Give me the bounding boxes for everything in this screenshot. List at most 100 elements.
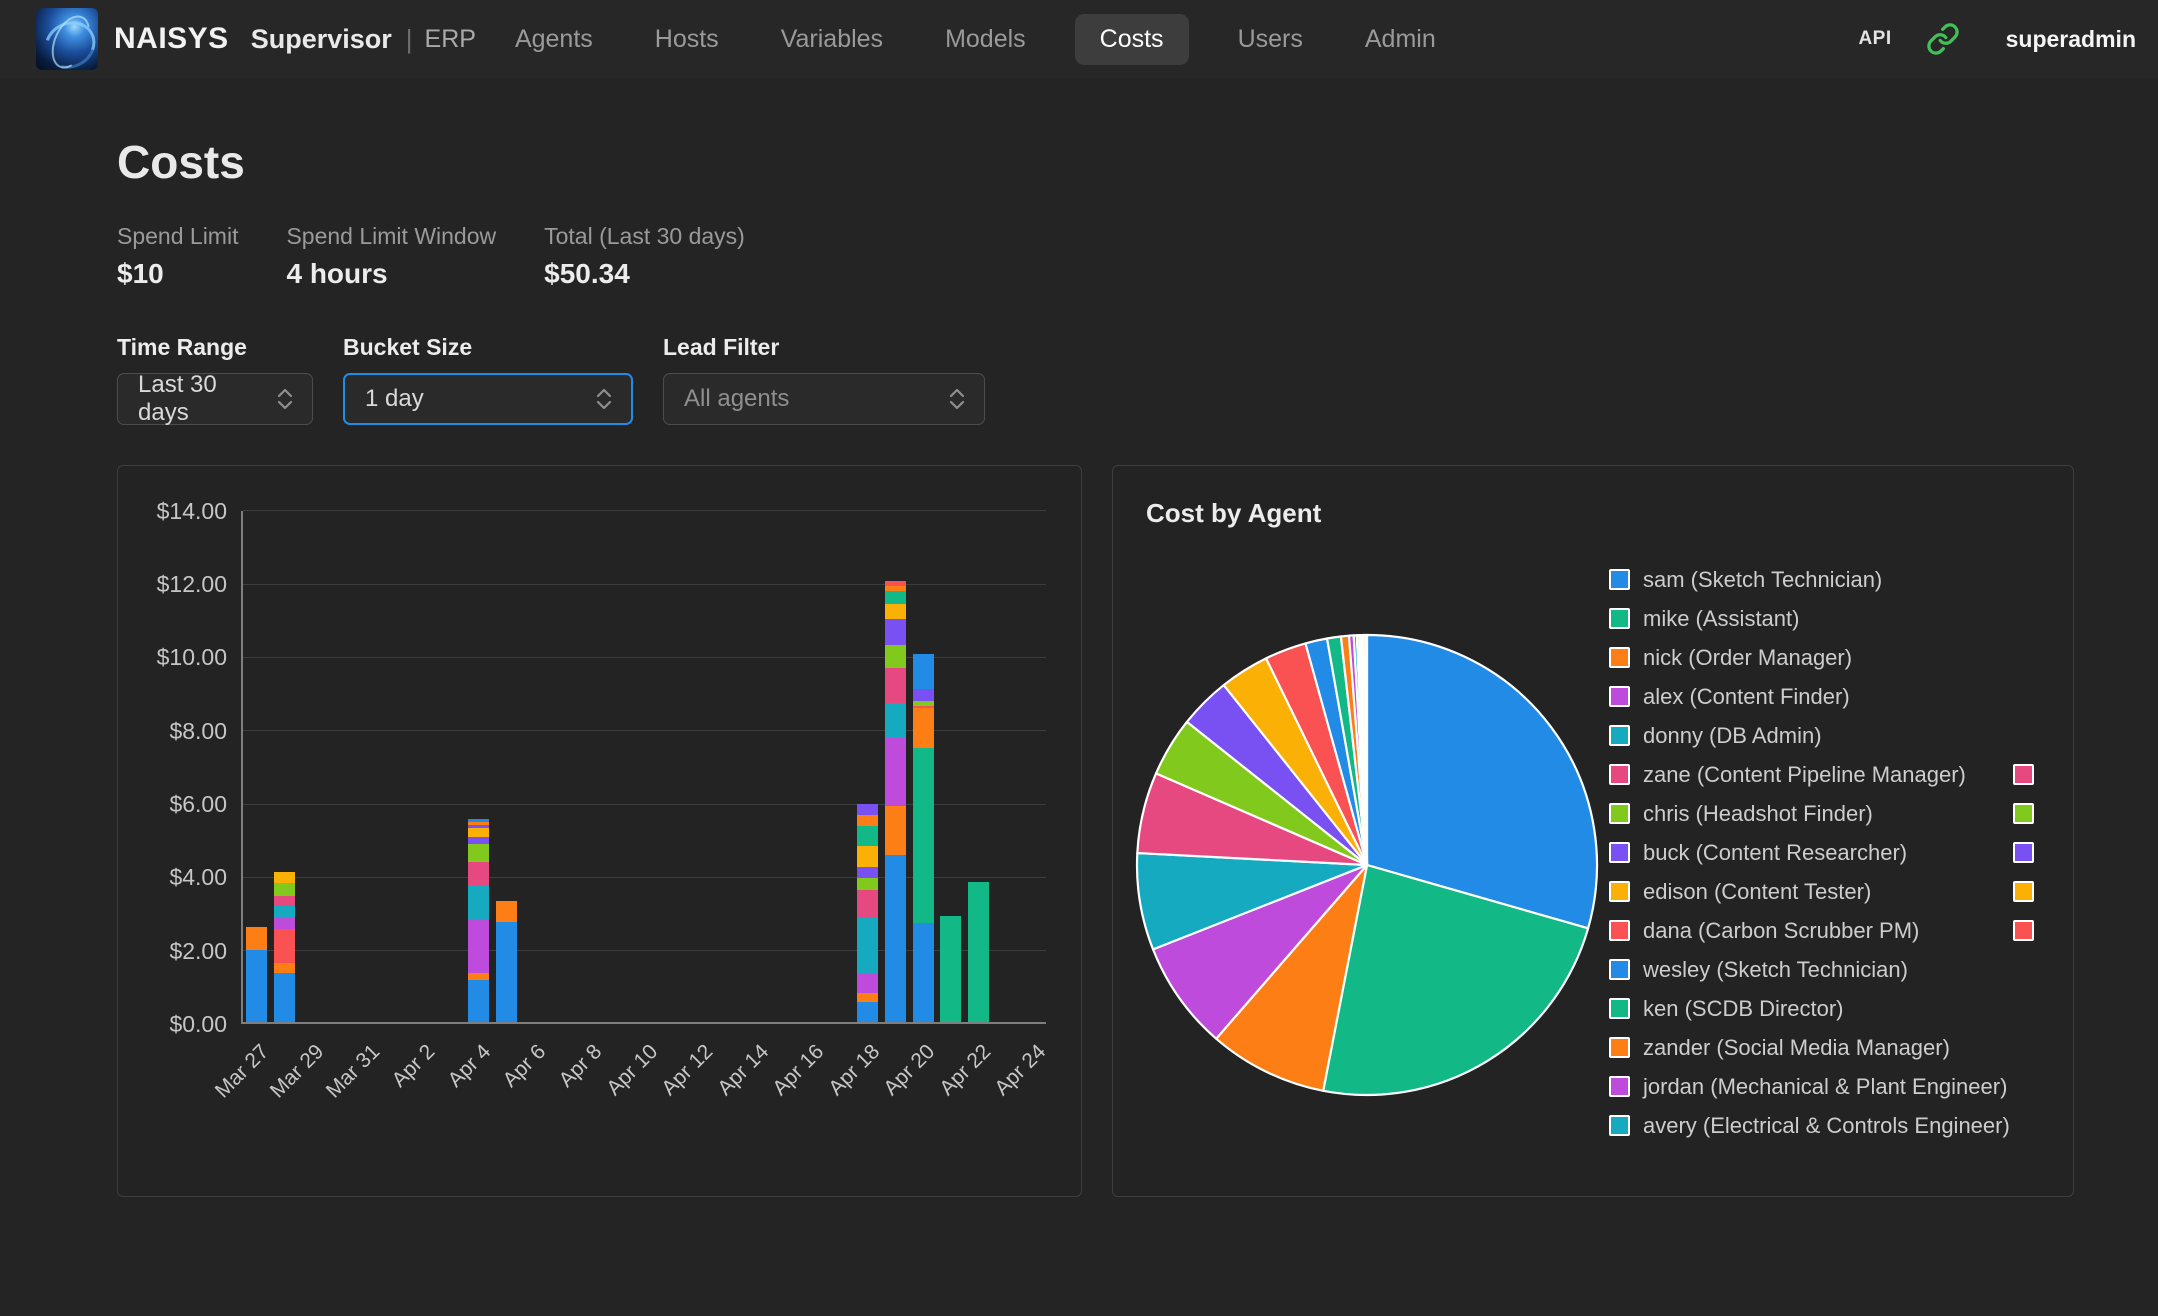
bar-segment-mike[interactable]	[884, 591, 906, 605]
bar-segment-nick[interactable]	[468, 973, 490, 980]
legend-item-sam[interactable]: sam (Sketch Technician)	[1609, 567, 2010, 592]
bar-segment-dana[interactable]	[274, 929, 296, 964]
bar-segment-buck[interactable]	[884, 618, 906, 645]
legend-item-buck[interactable]: buck (Content Researcher)	[1609, 840, 2010, 865]
legend-item-zander[interactable]: zander (Social Media Manager)	[1609, 1035, 2010, 1060]
bar-segment-edison[interactable]	[884, 604, 906, 619]
api-link-icon[interactable]	[1926, 22, 1960, 56]
bar-segment-dana[interactable]	[884, 581, 906, 586]
bar-segment-zane[interactable]	[884, 668, 906, 704]
bar-segment-alex[interactable]	[857, 974, 879, 993]
bar-segment-wesley[interactable]	[468, 819, 490, 823]
bar-segment-sam[interactable]	[912, 922, 934, 1022]
stacked-bar-apr-5[interactable]	[496, 900, 518, 1022]
bar-segment-mike[interactable]	[912, 747, 934, 923]
bar-segment-zander[interactable]	[857, 815, 879, 827]
api-button[interactable]: API	[1858, 28, 1892, 49]
bar-segment-chris[interactable]	[468, 843, 490, 862]
bar-segment-alex[interactable]	[884, 737, 906, 806]
bar-segment-edison[interactable]	[274, 871, 296, 883]
bar-segment-nick[interactable]	[884, 805, 906, 856]
lead-filter-select[interactable]: All agents	[663, 372, 985, 425]
bar-segment-donny[interactable]	[274, 906, 296, 918]
bar-segment-donny[interactable]	[468, 884, 490, 921]
stacked-bar-apr-22[interactable]	[968, 881, 990, 1022]
naisys-logo-image[interactable]	[36, 8, 98, 70]
bar-segment-wesley[interactable]	[912, 653, 934, 689]
stacked-bar-apr-21[interactable]	[940, 915, 962, 1022]
brand-name: NAISYS	[114, 22, 229, 55]
legend-item-wesley[interactable]: wesley (Sketch Technician)	[1609, 957, 2010, 982]
bar-segment-donny[interactable]	[857, 917, 879, 975]
pie-slice-(unlabeled[interactable]	[1364, 633, 1369, 866]
bar-segment-sam[interactable]	[857, 1001, 879, 1022]
bar-segment-zander[interactable]	[912, 707, 934, 748]
bar-segment-sam[interactable]	[468, 979, 490, 1022]
stacked-bar-apr-18[interactable]	[857, 804, 879, 1022]
bar-segment-donny[interactable]	[884, 703, 906, 738]
bar-segment-zane[interactable]	[274, 895, 296, 907]
stat-value: 4 hours	[286, 257, 388, 289]
bar-segment-edison[interactable]	[468, 828, 490, 837]
bar-segment-edison[interactable]	[857, 846, 879, 867]
bar-segment-nick[interactable]	[857, 992, 879, 1002]
bar-segment-nick[interactable]	[274, 963, 296, 974]
bar-segment-buck[interactable]	[857, 866, 879, 878]
legend-item-avery[interactable]: avery (Electrical & Controls Engineer)	[1609, 1113, 2010, 1138]
nav-link-users[interactable]: Users	[1237, 24, 1303, 53]
time-range-select[interactable]: Last 30 days	[117, 371, 313, 426]
bar-segment-nick[interactable]	[246, 926, 268, 951]
pie-slice-nick[interactable]	[1215, 863, 1369, 1092]
bar-segment-chris[interactable]	[274, 882, 296, 896]
bar-segment-alex[interactable]	[274, 917, 296, 930]
bar-segment-sam[interactable]	[496, 921, 518, 1022]
bar-segment-chris[interactable]	[884, 644, 906, 669]
bar-segment-(violet)[interactable]	[857, 804, 879, 816]
bar-segment-sam[interactable]	[274, 973, 296, 1022]
bar-segment-chris[interactable]	[857, 877, 879, 891]
bar-segment-dana[interactable]	[912, 705, 934, 708]
legend-item-ken[interactable]: ken (SCDB Director)	[1609, 996, 2010, 1021]
bar-segment-buck[interactable]	[468, 836, 490, 844]
bar-segment-chris[interactable]	[912, 701, 934, 706]
stacked-bar-apr-20[interactable]	[912, 653, 934, 1022]
stacked-bar-apr-19[interactable]	[884, 581, 906, 1022]
legend-item-jordan[interactable]: jordan (Mechanical & Plant Engineer)	[1609, 1074, 2010, 1099]
pie-slice-mike[interactable]	[1322, 863, 1590, 1096]
legend-item-dana[interactable]: dana (Carbon Scrubber PM)	[1609, 918, 2010, 943]
bar-segment-sam[interactable]	[884, 855, 906, 1022]
bar-segment-mike[interactable]	[940, 915, 962, 1022]
legend-item-chris[interactable]: chris (Headshot Finder)	[1609, 801, 2010, 826]
legend-item-nick[interactable]: nick (Order Manager)	[1609, 645, 2010, 670]
nav-link-hosts[interactable]: Hosts	[654, 24, 719, 53]
stacked-bar-mar-27[interactable]	[246, 926, 268, 1022]
pie-slice-alex[interactable]	[1151, 863, 1369, 1040]
legend-item-donny[interactable]: donny (DB Admin)	[1609, 723, 2010, 748]
bucket-size-select[interactable]: 1 day	[343, 372, 633, 425]
legend-item-edison[interactable]: edison (Content Tester)	[1609, 879, 2010, 904]
nav-link-models[interactable]: Models	[945, 24, 1026, 53]
bar-segment-zander[interactable]	[468, 822, 490, 826]
bar-segment-(violet)[interactable]	[468, 825, 490, 829]
bar-segment-zane[interactable]	[857, 890, 879, 918]
stat-label: Spend Limit Window	[286, 222, 497, 249]
bar-segment-mike[interactable]	[857, 826, 879, 847]
legend-item-zane[interactable]: zane (Content Pipeline Manager)	[1609, 762, 2010, 787]
bar-segment-mike[interactable]	[968, 881, 990, 1022]
bar-segment-zane[interactable]	[468, 861, 490, 885]
nav-link-costs[interactable]: Costs	[1074, 13, 1189, 65]
bar-segment-sam[interactable]	[246, 950, 268, 1022]
bar-segment-buck[interactable]	[912, 688, 934, 702]
legend-item-mike[interactable]: mike (Assistant)	[1609, 606, 2010, 631]
bar-segment-zander[interactable]	[884, 585, 906, 592]
bar-segment-nick[interactable]	[496, 900, 518, 922]
nav-link-variables[interactable]: Variables	[780, 24, 884, 53]
pie-slice-sam[interactable]	[1365, 633, 1599, 930]
bar-segment-alex[interactable]	[468, 920, 490, 974]
legend-item-alex[interactable]: alex (Content Finder)	[1609, 684, 2010, 709]
nav-link-agents[interactable]: Agents	[514, 24, 593, 53]
stacked-bar-mar-28[interactable]	[274, 871, 296, 1022]
nav-link-admin[interactable]: Admin	[1364, 24, 1436, 53]
stacked-bar-apr-4[interactable]	[468, 819, 490, 1022]
user-menu[interactable]: superadmin	[2005, 25, 2136, 52]
